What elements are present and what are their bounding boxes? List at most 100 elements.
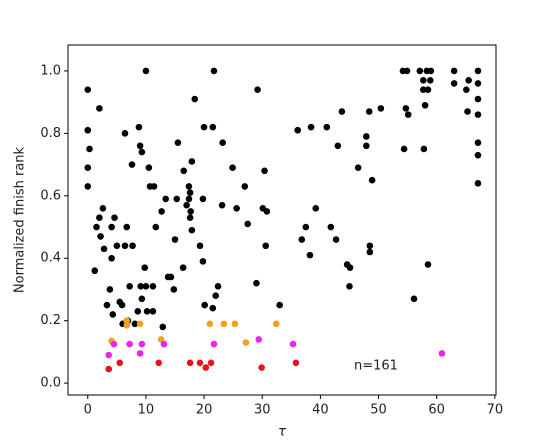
scatter-point <box>141 264 149 271</box>
scatter-point <box>145 164 153 172</box>
scatter-point <box>136 142 144 150</box>
scatter-point <box>179 264 187 271</box>
scatter-point <box>180 167 188 175</box>
scatter-point <box>186 214 194 221</box>
scatter-point <box>126 340 133 348</box>
scatter-point <box>258 364 265 371</box>
scatter-point <box>334 142 342 150</box>
scatter-point <box>346 264 354 271</box>
y-tick-label: 0.8 <box>40 126 61 141</box>
scatter-point <box>191 95 199 103</box>
scatter-point <box>332 236 340 243</box>
scatter-point <box>201 301 208 309</box>
scatter-point <box>171 236 179 243</box>
scatter-point <box>202 364 210 371</box>
scatter-point <box>199 195 207 203</box>
scatter-point <box>84 183 92 190</box>
scatter-point <box>206 320 214 328</box>
scatter-point <box>298 236 306 243</box>
scatter-point <box>463 86 470 93</box>
scatter-point <box>416 67 424 75</box>
scatter-point <box>137 283 144 290</box>
y-tick-label: 0.6 <box>40 188 61 203</box>
scatter-point <box>368 176 376 184</box>
scatter-point <box>302 223 310 231</box>
scatter-point <box>97 233 104 240</box>
scatter-point <box>126 283 133 290</box>
scatter-point <box>108 223 115 231</box>
scatter-point <box>403 67 411 75</box>
scatter-point <box>99 204 107 212</box>
scatter-point <box>400 145 408 153</box>
scatter-point <box>327 223 335 231</box>
scatter-point <box>292 359 300 367</box>
scatter-point <box>91 267 99 275</box>
scatter-point <box>183 201 190 209</box>
scatter-point <box>289 340 297 348</box>
scatter-point <box>354 164 362 172</box>
scatter-point <box>218 201 226 209</box>
x-tick-label: 70 <box>487 403 504 418</box>
scatter-point <box>276 301 283 309</box>
scatter-point <box>131 320 139 328</box>
annotation: n=161 <box>354 359 398 374</box>
x-tick-label: 60 <box>428 403 445 418</box>
y-tick-label: 0.4 <box>40 251 61 266</box>
scatter-point <box>185 195 193 203</box>
scatter-point <box>162 195 169 203</box>
scatter-point <box>424 86 432 93</box>
scatter-point <box>167 273 175 281</box>
scatter-point <box>186 359 194 367</box>
scatter-point <box>450 67 458 75</box>
scatter-point <box>123 322 131 329</box>
scatter-point <box>262 242 270 250</box>
scatter-point <box>410 295 418 303</box>
scatter-point <box>253 279 260 287</box>
scatter-point <box>118 301 126 309</box>
scatter-point <box>123 317 131 324</box>
scatter-point <box>244 220 251 228</box>
scatter-point <box>272 320 280 328</box>
scatter-point <box>210 340 218 348</box>
scatter-point <box>233 204 240 212</box>
scatter-point <box>138 340 146 348</box>
x-tick-label: 20 <box>196 403 213 418</box>
scatter-point <box>377 105 385 112</box>
scatter-point <box>474 95 482 103</box>
scatter-point <box>209 123 217 131</box>
scatter-point <box>96 214 103 221</box>
scatter-point <box>142 283 150 290</box>
scatter-point <box>186 189 194 196</box>
scatter-point <box>110 340 118 348</box>
scatter-point <box>93 223 100 231</box>
scatter-point <box>214 283 222 290</box>
scatter-point <box>86 145 93 153</box>
scatter-point <box>420 76 427 84</box>
scatter-point <box>427 67 435 75</box>
scatter-point <box>241 183 249 190</box>
y-tick-label: 0.0 <box>40 376 61 391</box>
x-tick-label: 40 <box>312 403 329 418</box>
x-tick-label: 10 <box>138 403 155 418</box>
scatter-point <box>474 180 482 187</box>
scatter-point <box>113 242 121 250</box>
scatter-point <box>188 226 196 234</box>
x-axis-label: τ <box>278 425 286 440</box>
scatter-point <box>200 123 208 131</box>
x-tick-label: 0 <box>84 403 92 418</box>
scatter-point <box>138 295 146 303</box>
scatter-point <box>363 133 370 140</box>
scatter-point <box>84 126 92 134</box>
scatter-point <box>84 164 92 172</box>
scatter-point <box>323 123 331 131</box>
scatter-point <box>465 76 472 84</box>
scatter-point <box>196 359 204 367</box>
scatter-point <box>129 242 136 250</box>
scatter-point <box>173 195 181 203</box>
x-tick-label: 50 <box>370 403 387 418</box>
scatter-point <box>116 359 124 367</box>
scatter-point <box>160 340 168 348</box>
scatter-point <box>158 208 165 215</box>
scatter-point <box>123 223 131 231</box>
y-tick-label: 1.0 <box>40 63 61 78</box>
